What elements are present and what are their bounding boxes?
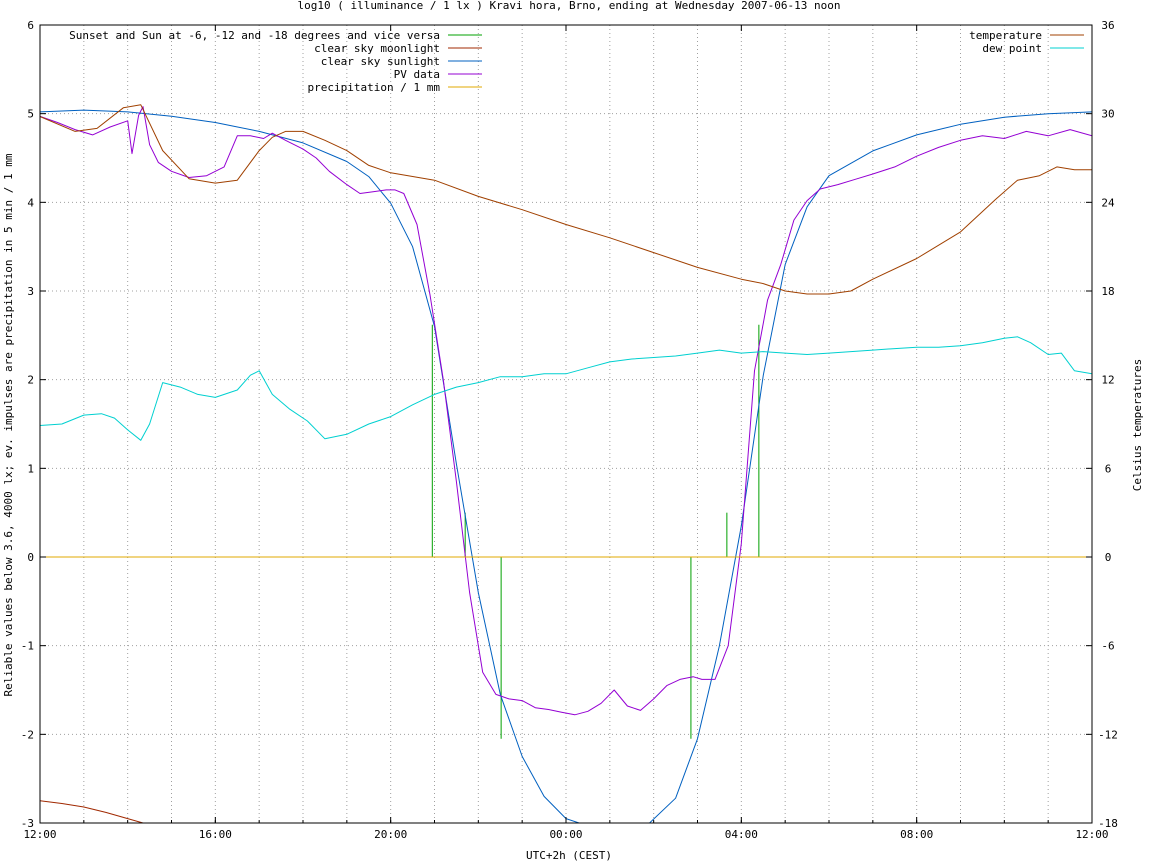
y2-tick-label: -12 [1098,728,1118,741]
y2-axis-label: Celsius temperatures [1131,359,1144,491]
y2-tick-label: 18 [1101,285,1114,298]
series-moonlight-line [40,800,144,823]
y2-tick-label: 12 [1101,374,1114,387]
y-tick-label: -2 [21,728,34,741]
y-tick-label: 0 [27,551,34,564]
series-pv_data-line [40,106,1092,716]
y2-tick-label: 36 [1101,19,1114,32]
grid-lines [40,25,1092,823]
legend-right-label: dew point [982,42,1042,55]
y-tick-label: 6 [27,19,34,32]
y-axis-label: Reliable values below 3.6, 4000 lx; ev. … [2,153,15,696]
series-dew_point-line [40,336,1092,441]
series-sunlight-line [40,109,1092,823]
x-tick-label: 08:00 [900,828,933,841]
y-tick-label: 1 [27,462,34,475]
x-tick-label: 12:00 [1075,828,1108,841]
legend-left-label: clear sky sunlight [321,55,440,68]
y2-tick-label: 6 [1105,462,1112,475]
y2-tick-label: -6 [1101,640,1114,653]
legend-left-label: PV data [394,68,440,81]
x-axis-label: UTC+2h (CEST) [526,849,612,862]
x-tick-label: 12:00 [23,828,56,841]
axis-layer: 12:00 16:00 20:00 00:00 04:00 08:00 12:00-3-2-… [21,19,1118,841]
y-tick-label: -1 [21,640,34,653]
y2-tick-label: 30 [1101,108,1114,121]
x-tick-label: 20:00 [374,828,407,841]
y-tick-label: 2 [27,374,34,387]
y2-tick-label: 0 [1105,551,1112,564]
y2-tick-label: 24 [1101,196,1115,209]
legend-right-label: temperature [969,29,1042,42]
y-tick-label: 5 [27,108,34,121]
series-layer [40,104,1092,823]
y-tick-label: -3 [21,817,34,830]
legend: Sunset and Sun at -6, -12 and -18 degree… [69,29,1084,94]
y2-tick-label: -18 [1098,817,1118,830]
x-tick-label: 00:00 [549,828,582,841]
chart-title: log10 ( illuminance / 1 lx ) Kravi hora,… [297,0,840,12]
series-temperature-line [40,104,1092,295]
x-tick-label: 16:00 [199,828,232,841]
legend-left-label: Sunset and Sun at -6, -12 and -18 degree… [69,29,440,42]
y-tick-label: 3 [27,285,34,298]
y-tick-label: 4 [27,196,34,209]
legend-left-label: clear sky moonlight [314,42,440,55]
legend-left-label: precipitation / 1 mm [308,81,441,94]
x-tick-label: 04:00 [725,828,758,841]
